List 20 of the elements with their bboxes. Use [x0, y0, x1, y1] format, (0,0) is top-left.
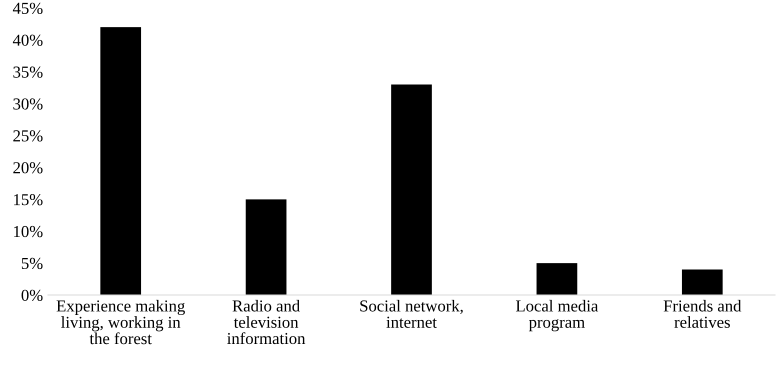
bar: [100, 27, 142, 295]
y-tick-label: 40%: [12, 34, 43, 46]
y-tick-label: 20%: [13, 162, 43, 174]
y-tick-label: 45%: [12, 2, 43, 14]
y-tick-label: 25%: [13, 130, 43, 142]
y-tick-label: 10%: [14, 226, 43, 238]
bar: [391, 84, 432, 295]
x-tick-label: Local media program: [516, 300, 598, 332]
bar: [682, 269, 723, 295]
y-tick-label: 30%: [13, 98, 43, 110]
x-tick-label: Radio and television information: [227, 300, 306, 344]
x-tick-label: Social network, internet: [360, 300, 463, 328]
y-tick-label: 0%: [22, 290, 43, 301]
x-tick-label: Friends and relatives: [664, 300, 742, 328]
bar: [536, 263, 578, 295]
bar: [246, 199, 286, 295]
y-tick-label: 5%: [22, 258, 43, 270]
x-tick-label: Experience making living, working in the forest: [56, 300, 185, 344]
y-tick-label: 15%: [14, 194, 43, 206]
y-tick-label: 35%: [13, 66, 43, 78]
